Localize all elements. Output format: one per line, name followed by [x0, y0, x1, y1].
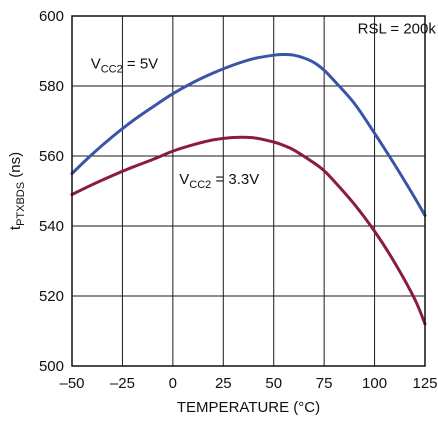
grid — [72, 16, 425, 366]
series-line-1 — [70, 135, 427, 326]
x-tick-label-3: 25 — [215, 375, 232, 392]
annotation-vcc2-3v3: VCC2 = 3.3V — [179, 171, 259, 191]
y-tick-label-4: 580 — [39, 78, 64, 95]
x-tick-label-4: 50 — [265, 375, 282, 392]
x-axis-title: TEMPERATURE (°C) — [177, 399, 320, 416]
x-tick-label-5: 75 — [316, 375, 333, 392]
plot-frame — [71, 15, 426, 367]
x-tick-label-7: 125 — [412, 375, 437, 392]
y-tick-label-1: 520 — [39, 288, 64, 305]
x-tick-label-1: –25 — [110, 375, 135, 392]
annotation-rsl: RSL = 200k — [358, 21, 437, 38]
annotation-vcc2-5v: VCC2 = 5V — [91, 56, 158, 76]
y-axis-title: tPTXBDS (ns) — [7, 152, 27, 230]
y-tick-label-3: 560 — [39, 148, 64, 165]
series-line-0 — [70, 53, 427, 217]
x-tick-label-0: –50 — [59, 375, 84, 392]
series-lines — [70, 53, 427, 326]
tick-labels: –50 –25 0 25 50 75 100 125 500 520 540 560 580 600 — [39, 8, 438, 392]
x-tick-label-6: 100 — [362, 375, 387, 392]
y-tick-label-5: 600 — [39, 8, 64, 25]
axis-titles: TEMPERATURE (°C) tPTXBDS (ns) — [7, 152, 320, 416]
annotations: RSL = 200k VCC2 = 5V VCC2 = 3.3V — [91, 21, 437, 192]
y-tick-label-0: 500 — [39, 358, 64, 375]
x-tick-label-2: 0 — [169, 375, 177, 392]
y-tick-label-2: 540 — [39, 218, 64, 235]
